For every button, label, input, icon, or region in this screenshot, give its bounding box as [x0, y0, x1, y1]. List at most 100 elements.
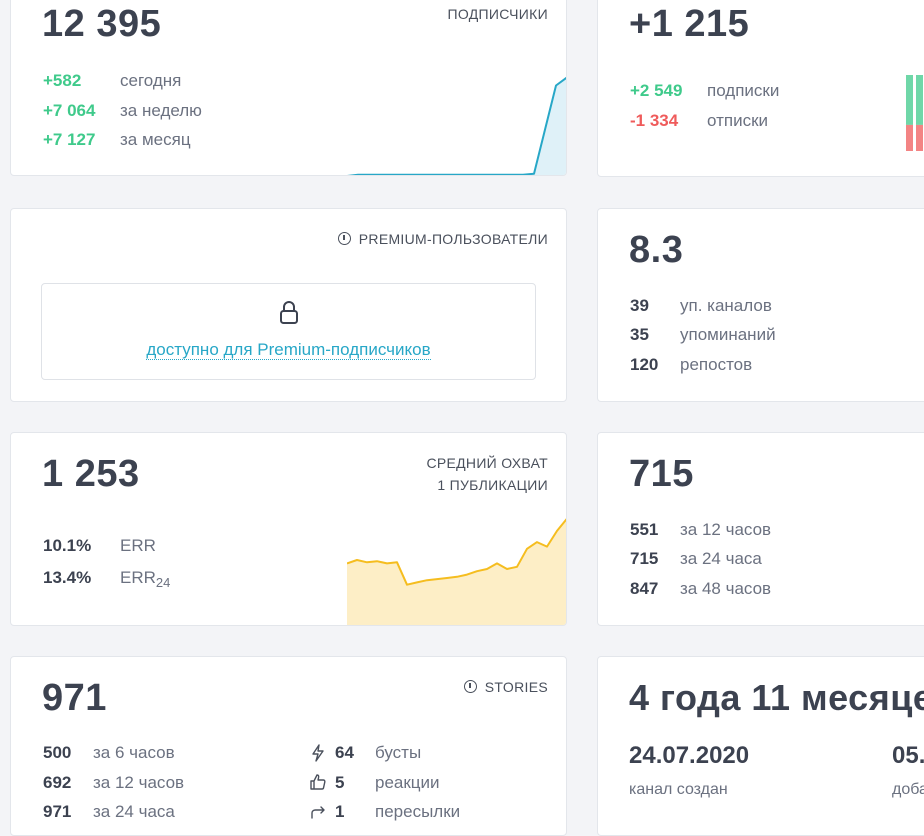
- reach-card: 1 253 СРЕДНИЙ ОХВАТ 1 ПУБЛИКАЦИИ 10.1% ER…: [10, 432, 567, 626]
- reach-chart-area: [347, 519, 566, 625]
- stories-tag-label: STORIES: [484, 679, 548, 695]
- premium-card: PREMIUM-ПОЛЬЗОВАТЕЛИ доступно для Premiu…: [10, 208, 567, 402]
- premium-tag-label: PREMIUM-ПОЛЬЗОВАТЕЛИ: [358, 231, 548, 247]
- stories-24h-label: за 24 часа: [93, 802, 175, 821]
- err-value: 10.1%: [43, 536, 92, 555]
- added-date: 05.: [892, 742, 924, 769]
- net-change-total: +1 215: [629, 3, 750, 45]
- stories-row-6h: 500 за 6 часов: [43, 743, 175, 763]
- subscribers-month-value: +7 127: [43, 130, 96, 149]
- subscribers-month-label: за месяц: [120, 130, 191, 149]
- reach-tag-line1: СРЕДНИЙ ОХВАТ: [426, 455, 548, 471]
- stories-total: 971: [42, 677, 107, 719]
- premium-tag: PREMIUM-ПОЛЬЗОВАТЕЛИ: [337, 228, 548, 250]
- views-24h-label: за 24 часа: [680, 549, 762, 568]
- citation-mentions-value: 35: [630, 325, 649, 344]
- err24-label: ERR: [120, 568, 156, 587]
- stories-row-24h: 971 за 24 часа: [43, 802, 175, 822]
- reach-tag-line2: 1 ПУБЛИКАЦИИ: [437, 477, 548, 493]
- net-change-row-unsubscribed: -1 334 отписки: [630, 111, 768, 131]
- stories-card: 971 STORIES 500 за 6 часов 692 за 12 часов…: [10, 656, 567, 836]
- citation-channels-label: уп. каналов: [680, 296, 772, 315]
- subscribers-sparkline: [347, 76, 566, 175]
- unsubscribed-bar: [906, 124, 913, 151]
- info-icon: [337, 232, 351, 245]
- unsubscribed-bar: [916, 124, 923, 151]
- unsubscribed-value: -1 334: [630, 111, 679, 130]
- citation-index: 8.3: [629, 229, 684, 271]
- premium-locked-box: доступно для Premium-подписчиков: [41, 283, 536, 380]
- reach-total: 1 253: [42, 453, 140, 495]
- unsubscribed-label: отписки: [707, 111, 769, 130]
- age-title: 4 года 11 месяцев: [629, 677, 924, 718]
- share-icon: [311, 806, 325, 819]
- stories-reactions: 5 реакции: [335, 773, 440, 793]
- subscribers-total: 12 395: [42, 3, 162, 45]
- forwards-value: 1: [335, 802, 345, 821]
- subscribers-week-label: за неделю: [120, 101, 202, 120]
- lightning-icon: [312, 744, 324, 762]
- views-total: 715: [629, 453, 694, 495]
- reactions-value: 5: [335, 773, 345, 792]
- net-change-row-subscribed: +2 549 подписки: [630, 81, 779, 101]
- subscribers-card: 12 395 ПОДПИСЧИКИ +582 сегодня +7 064 за н…: [10, 0, 567, 176]
- stories-12h-label: за 12 часов: [93, 773, 185, 792]
- citation-reposts-label: репостов: [680, 355, 753, 374]
- added-label: доба: [892, 781, 924, 798]
- err24-subscript: 24: [155, 575, 171, 591]
- views-12h-label: за 12 часов: [680, 520, 772, 539]
- stories-tag: STORIES: [463, 676, 548, 698]
- premium-link[interactable]: доступно для Premium-подписчиков: [42, 340, 535, 360]
- err-label: ERR: [120, 536, 156, 555]
- stories-6h-label: за 6 часов: [93, 743, 175, 762]
- err-row: 10.1% ERR: [43, 536, 156, 556]
- views-48h-label: за 48 часов: [680, 579, 772, 598]
- net-change-bars: [906, 75, 923, 151]
- err24-value: 13.4%: [43, 568, 92, 587]
- citation-mentions-label: упоминаний: [680, 325, 776, 344]
- stories-12h-value: 692: [43, 773, 72, 792]
- reach-chart-line: [347, 518, 566, 586]
- subscribed-bar: [916, 75, 923, 125]
- stories-boosts: 64 бусты: [335, 743, 421, 763]
- subscribers-chart-area: [356, 78, 566, 175]
- reach-tag: СРЕДНИЙ ОХВАТ 1 ПУБЛИКАЦИИ: [426, 452, 548, 496]
- created-date: 24.07.2020: [629, 742, 750, 769]
- views-row-48h: 847 за 48 часов: [630, 579, 771, 599]
- premium-link-text[interactable]: доступно для Premium-подписчиков: [146, 340, 431, 360]
- views-12h-value: 551: [630, 520, 659, 539]
- net-change-card: +1 215 +2 549 подписки -1 334 отписки: [597, 0, 924, 177]
- info-icon: [463, 680, 477, 693]
- err24-row: 13.4% ERR24: [43, 568, 170, 593]
- views-row-12h: 551 за 12 часов: [630, 520, 771, 540]
- subscribers-row-today: +582 сегодня: [43, 71, 181, 91]
- views-card: 715 551 за 12 часов 715 за 24 часа 847 за 4…: [597, 432, 924, 626]
- thumbs-up-icon: [310, 774, 326, 790]
- views-24h-value: 715: [630, 549, 659, 568]
- subscribers-row-month: +7 127 за месяц: [43, 130, 191, 150]
- boosts-label: бусты: [375, 743, 422, 762]
- boosts-value: 64: [335, 743, 354, 762]
- citation-row-reposts: 120 репостов: [630, 355, 752, 375]
- created-label: канал создан: [629, 781, 728, 798]
- stories-6h-value: 500: [43, 743, 72, 762]
- subscribed-value: +2 549: [630, 81, 683, 100]
- subscribers-tag: ПОДПИСЧИКИ: [447, 6, 548, 22]
- citation-reposts-value: 120: [630, 355, 659, 374]
- subscribers-today-value: +582: [43, 71, 82, 90]
- citation-channels-value: 39: [630, 296, 649, 315]
- stories-row-12h: 692 за 12 часов: [43, 773, 184, 793]
- stories-24h-value: 971: [43, 802, 72, 821]
- citation-row-mentions: 35 упоминаний: [630, 325, 776, 345]
- views-row-24h: 715 за 24 часа: [630, 549, 762, 569]
- citation-row-channels: 39 уп. каналов: [630, 296, 772, 316]
- subscribers-week-value: +7 064: [43, 101, 96, 120]
- lock-icon: [280, 301, 298, 324]
- subscribed-label: подписки: [707, 81, 780, 100]
- subscribers-row-week: +7 064 за неделю: [43, 101, 202, 121]
- subscribers-today-label: сегодня: [120, 71, 182, 90]
- reach-sparkline: [347, 518, 566, 625]
- views-48h-value: 847: [630, 579, 659, 598]
- reactions-label: реакции: [375, 773, 440, 792]
- forwards-label: пересылки: [375, 802, 461, 821]
